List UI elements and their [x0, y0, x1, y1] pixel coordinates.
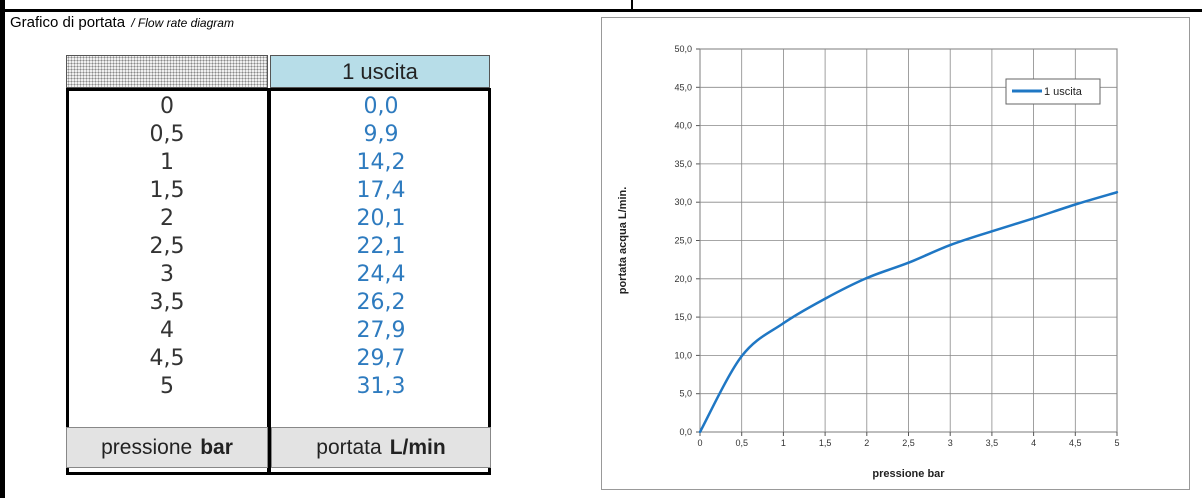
- pressure-cell: 1: [66, 149, 268, 177]
- frame-left-border: [0, 0, 5, 498]
- footer-flow-label: portata: [316, 436, 381, 459]
- flow-cell: 20,1: [271, 205, 491, 233]
- frame-top-border: [0, 0, 1202, 12]
- data-point: [1032, 217, 1034, 219]
- data-point: [866, 277, 868, 279]
- y-tick-label: 35,0: [674, 159, 692, 169]
- x-tick-label: 5: [1114, 438, 1119, 448]
- flow-cell: 9,9: [271, 121, 491, 149]
- pressure-cell: 0,5: [66, 121, 268, 149]
- x-tick-label: 4,5: [1069, 438, 1082, 448]
- pressure-cell: 0: [66, 93, 268, 121]
- footer-flow-unit: L/min: [390, 436, 446, 459]
- frame-divider: [631, 0, 633, 12]
- x-tick-label: 0,5: [735, 438, 748, 448]
- pressure-cell: 5: [66, 373, 268, 401]
- data-point: [741, 355, 743, 357]
- flow-cell: 26,2: [271, 289, 491, 317]
- pressure-column: 0 0,5 1 1,5 2 2,5 3 3,5 4 4,5 5: [66, 93, 268, 401]
- data-point: [1074, 203, 1076, 205]
- flow-cell: 24,4: [271, 261, 491, 289]
- y-axis-label: portata acqua L/min.: [617, 187, 629, 295]
- x-tick-label: 2: [864, 438, 869, 448]
- x-tick-label: 0: [697, 438, 702, 448]
- y-tick-label: 0,0: [679, 427, 692, 437]
- pressure-cell: 2: [66, 205, 268, 233]
- flow-cell: 22,1: [271, 233, 491, 261]
- flow-cell: 0,0: [271, 93, 491, 121]
- x-axis-label: pressione bar: [872, 468, 945, 480]
- legend-label: 1 uscita: [1044, 86, 1083, 98]
- table-header-column: 1 uscita: [270, 55, 490, 88]
- flow-table: 1 uscita 0 0,5 1 1,5 2 2,5 3 3,5 4 4,5 5 0,0 9,9 14,…: [66, 55, 491, 468]
- flow-cell: 31,3: [271, 373, 491, 401]
- data-point: [1116, 191, 1118, 193]
- footer-pressure-unit: bar: [200, 436, 233, 459]
- x-tick-label: 3,5: [986, 438, 999, 448]
- x-tick-label: 3: [948, 438, 953, 448]
- y-tick-label: 25,0: [674, 236, 692, 246]
- pressure-cell: 2,5: [66, 233, 268, 261]
- section-title-subtitle: / Flow rate diagram: [131, 16, 234, 30]
- y-tick-label: 45,0: [674, 82, 692, 92]
- section-title-main: Grafico di portata: [10, 14, 125, 31]
- y-tick-label: 15,0: [674, 312, 692, 322]
- table-header-hatch: [66, 55, 268, 88]
- flow-cell: 29,7: [271, 345, 491, 373]
- flow-rate-chart: 0,0 5,0 10,0 15,0 20,0 25,0 30,0 35,0 40,0 45,0 50…: [601, 17, 1190, 490]
- data-point: [699, 431, 701, 433]
- flow-cell: 27,9: [271, 317, 491, 345]
- pressure-cell: 4: [66, 317, 268, 345]
- data-point: [824, 298, 826, 300]
- y-tick-label: 40,0: [674, 121, 692, 131]
- table-footer-flow: portata L/min: [271, 427, 491, 468]
- y-tick-label: 10,0: [674, 350, 692, 360]
- chart-svg: 0,05,010,015,020,025,030,035,040,045,050…: [602, 18, 1189, 489]
- flow-column: 0,0 9,9 14,2 17,4 20,1 22,1 24,4 26,2 27,9 29,7 31…: [271, 93, 491, 401]
- data-point: [949, 244, 951, 246]
- x-tick-label: 1: [781, 438, 786, 448]
- flow-cell: 14,2: [271, 149, 491, 177]
- table-footer-pressure: pressione bar: [66, 427, 268, 468]
- y-tick-label: 30,0: [674, 197, 692, 207]
- section-title: Grafico di portata / Flow rate diagram: [10, 14, 234, 31]
- footer-pressure-label: pressione: [101, 436, 192, 459]
- data-point: [991, 230, 993, 232]
- x-tick-label: 2,5: [902, 438, 915, 448]
- y-tick-label: 50,0: [674, 44, 692, 54]
- x-tick-label: 1,5: [819, 438, 832, 448]
- y-tick-label: 5,0: [679, 389, 692, 399]
- data-point: [907, 262, 909, 264]
- pressure-cell: 1,5: [66, 177, 268, 205]
- flow-cell: 17,4: [271, 177, 491, 205]
- x-tick-label: 4: [1031, 438, 1036, 448]
- pressure-cell: 3,5: [66, 289, 268, 317]
- pressure-cell: 3: [66, 261, 268, 289]
- pressure-cell: 4,5: [66, 345, 268, 373]
- data-point: [782, 322, 784, 324]
- y-tick-label: 20,0: [674, 274, 692, 284]
